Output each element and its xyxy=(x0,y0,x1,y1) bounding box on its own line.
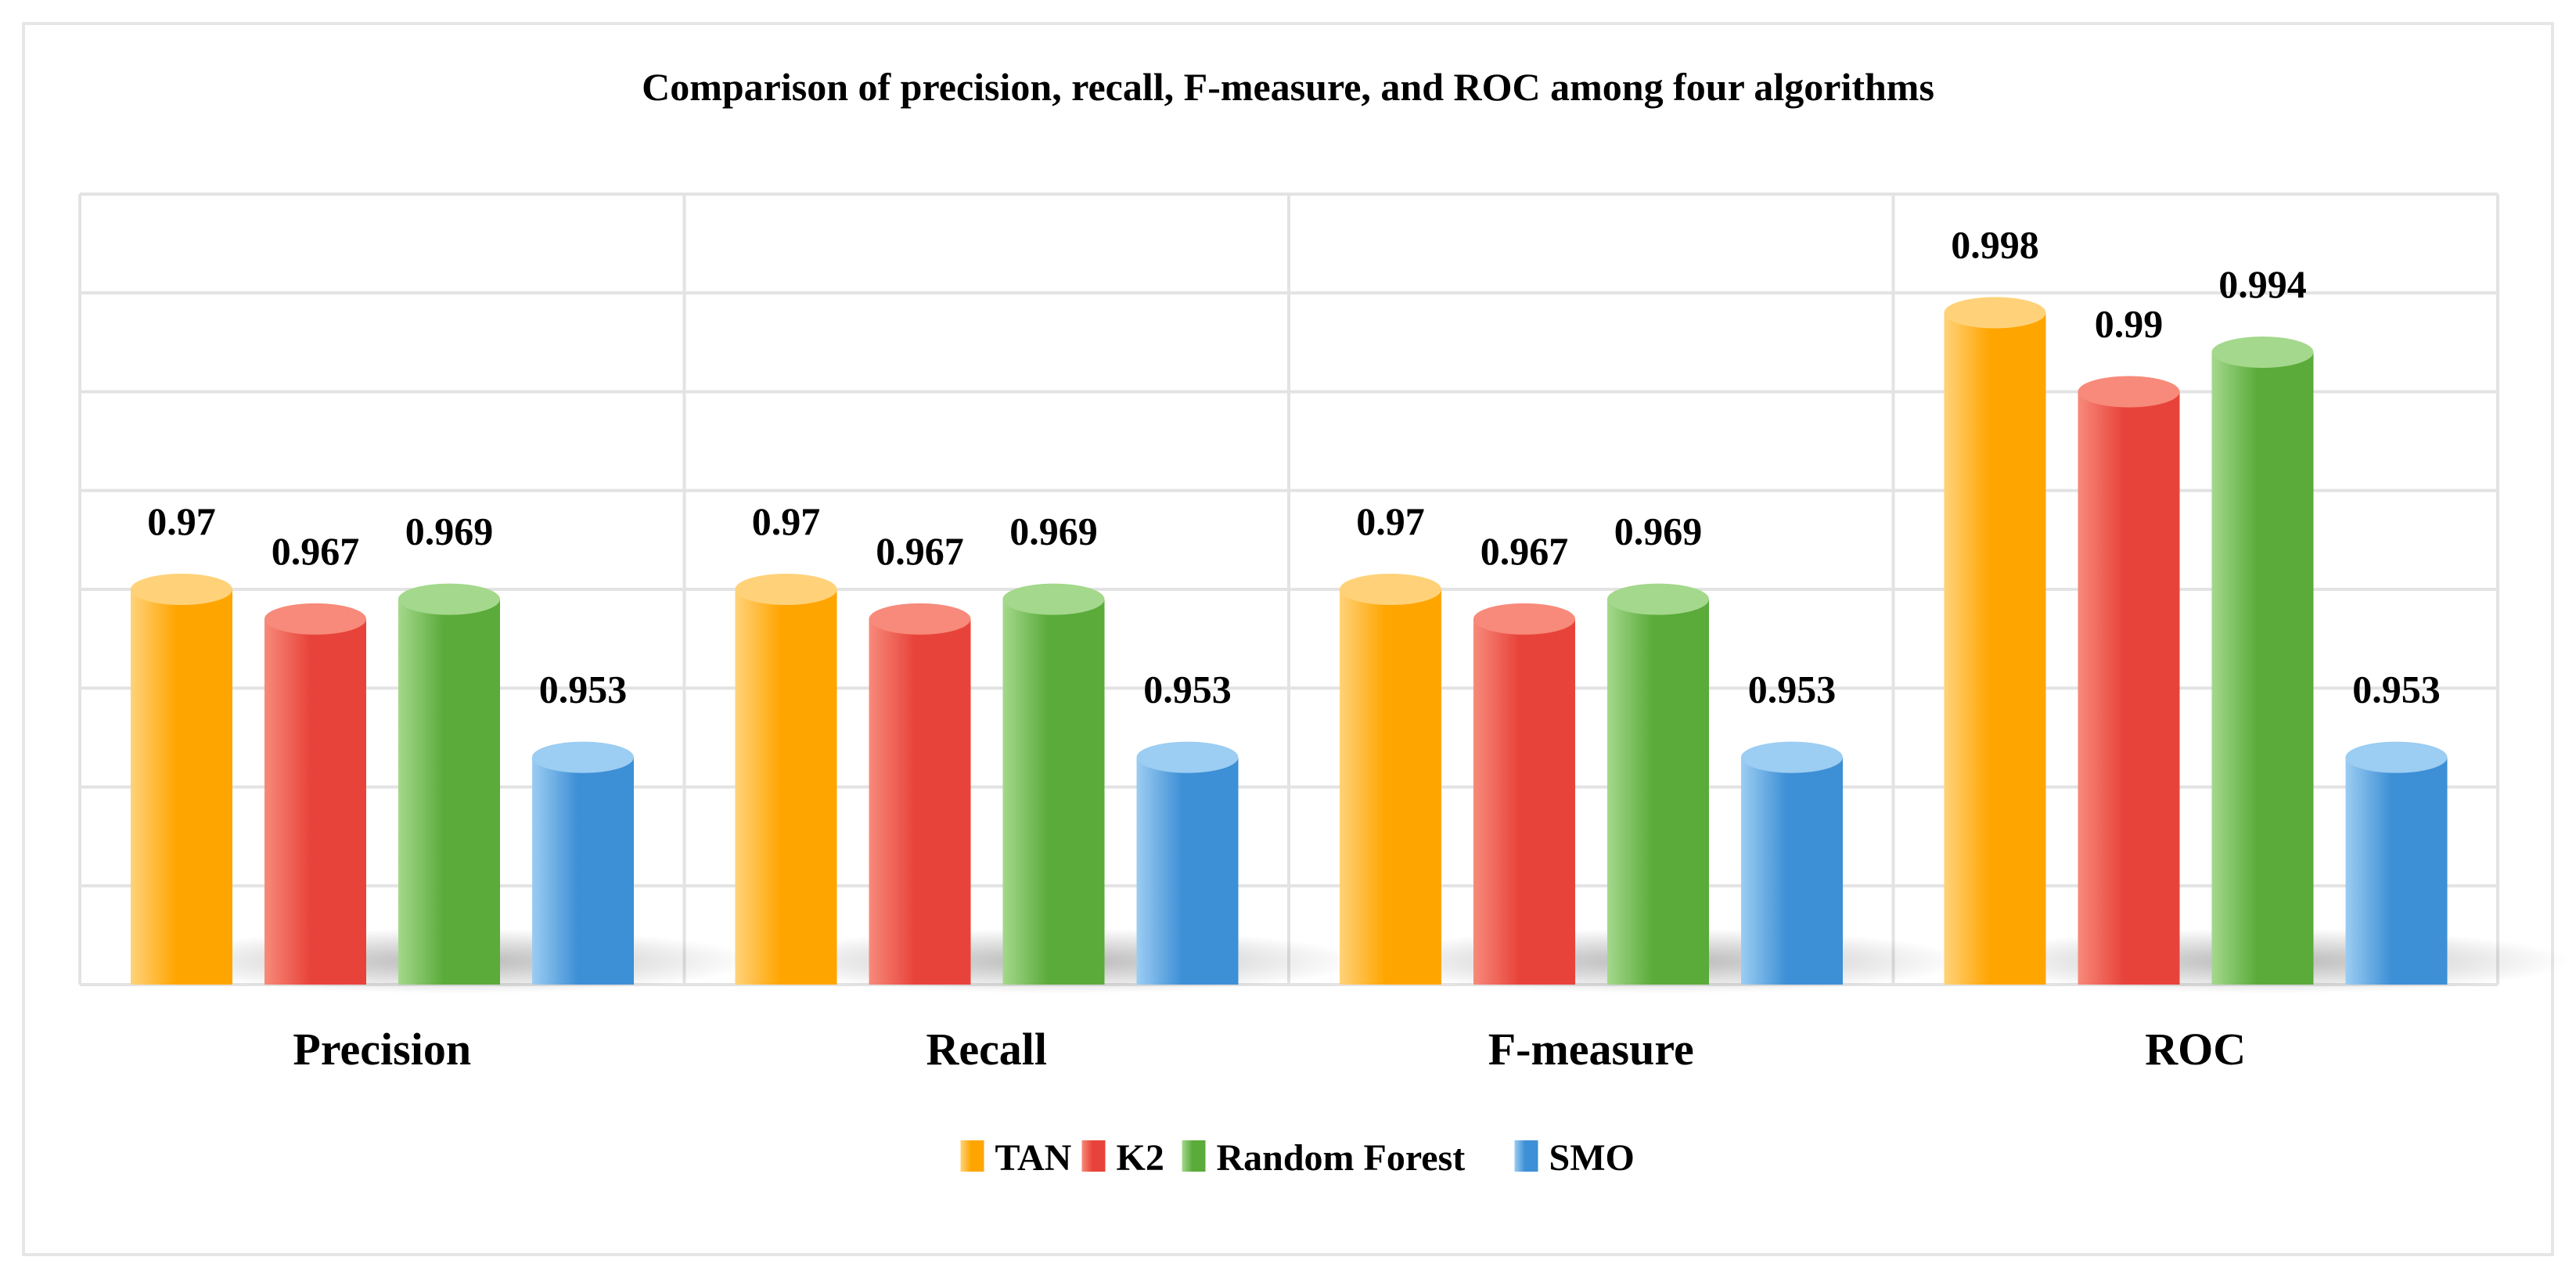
bar-cap xyxy=(2078,376,2180,408)
bar-body xyxy=(1136,757,1239,985)
bar-cap xyxy=(735,574,837,605)
data-label: 0.967 xyxy=(272,529,360,573)
category-label: F-measure xyxy=(1488,1024,1694,1075)
bar-cap xyxy=(2345,741,2448,773)
data-labels: 0.97 0.967 0.969 0.953 0.97 0.967 0.969 0.953 0.… xyxy=(147,223,2441,711)
bar-cap xyxy=(1944,297,2046,329)
bar-cap xyxy=(398,583,500,615)
legend-swatch xyxy=(1514,1140,1538,1172)
category-label: Precision xyxy=(293,1024,471,1075)
bar-body xyxy=(2211,352,2314,985)
bar-body xyxy=(735,589,837,985)
bar-cap xyxy=(1473,603,1575,635)
bar-body xyxy=(1741,757,1843,985)
data-label: 0.969 xyxy=(1009,510,1098,553)
bar xyxy=(264,603,366,985)
bar-body xyxy=(532,757,634,985)
data-label: 0.99 xyxy=(2095,302,2164,346)
bar-body xyxy=(1944,312,2046,985)
legend: TAN K2 Random Forest SMO xyxy=(960,1137,1635,1179)
bar-cap xyxy=(869,603,971,635)
bar xyxy=(1741,741,1843,985)
bar-cap xyxy=(1136,741,1239,773)
category-label: Recall xyxy=(926,1024,1047,1075)
legend-item: K2 xyxy=(1081,1137,1164,1179)
bar-body xyxy=(398,599,500,985)
data-label: 0.953 xyxy=(1748,668,1837,711)
bar-body xyxy=(1473,618,1575,985)
bar-cap xyxy=(264,603,366,635)
data-label: 0.998 xyxy=(1951,223,2039,267)
bars xyxy=(131,297,2448,985)
bar xyxy=(1607,583,1709,985)
bar-cap xyxy=(1607,583,1709,615)
data-label: 0.967 xyxy=(876,529,964,573)
bar-body xyxy=(131,589,232,985)
legend-item: SMO xyxy=(1514,1137,1635,1179)
bar-cap xyxy=(1340,574,1441,605)
legend-label: K2 xyxy=(1117,1137,1164,1179)
bar xyxy=(1944,297,2046,985)
bar-cap xyxy=(1002,583,1105,615)
bar-body xyxy=(1002,599,1105,985)
bar-body xyxy=(2078,391,2180,985)
bar xyxy=(735,574,837,985)
bar-cap xyxy=(532,741,634,773)
bar xyxy=(532,741,634,985)
bar-cap xyxy=(2211,337,2314,368)
legend-item: Random Forest xyxy=(1182,1137,1466,1179)
chart-title: Comparison of precision, recall, F-measu… xyxy=(642,65,1934,109)
bar xyxy=(2345,741,2448,985)
data-label: 0.953 xyxy=(1143,668,1232,711)
bar xyxy=(869,603,971,985)
bar-body xyxy=(1340,589,1441,985)
bar xyxy=(1473,603,1575,985)
legend-label: TAN xyxy=(995,1137,1072,1179)
legend-label: SMO xyxy=(1549,1137,1635,1179)
data-label: 0.953 xyxy=(539,668,628,711)
bar-cap xyxy=(1741,741,1843,773)
bar xyxy=(398,583,500,985)
legend-swatch xyxy=(960,1140,984,1172)
data-label: 0.97 xyxy=(752,499,821,543)
bar-body xyxy=(1607,599,1709,985)
legend-item: TAN xyxy=(960,1137,1072,1179)
legend-label: Random Forest xyxy=(1217,1137,1466,1179)
bar xyxy=(2211,337,2314,985)
bar-body xyxy=(869,618,971,985)
bar xyxy=(131,574,232,985)
data-label: 0.967 xyxy=(1480,529,1569,573)
data-label: 0.97 xyxy=(147,499,216,543)
category-labels: Precision Recall F-measure ROC xyxy=(293,1024,2246,1075)
category-label: ROC xyxy=(2145,1024,2246,1075)
bar-cap xyxy=(131,574,232,605)
bar xyxy=(2078,376,2180,985)
data-label: 0.953 xyxy=(2352,668,2441,711)
bar xyxy=(1136,741,1239,985)
bar-body xyxy=(2345,757,2448,985)
bar xyxy=(1002,583,1105,985)
data-label: 0.969 xyxy=(1614,510,1703,553)
legend-swatch xyxy=(1182,1140,1206,1172)
bar xyxy=(1340,574,1441,985)
data-label: 0.994 xyxy=(2218,262,2307,306)
data-label: 0.969 xyxy=(405,510,494,553)
legend-swatch xyxy=(1081,1140,1106,1172)
bar-body xyxy=(264,618,366,985)
data-label: 0.97 xyxy=(1356,499,1425,543)
